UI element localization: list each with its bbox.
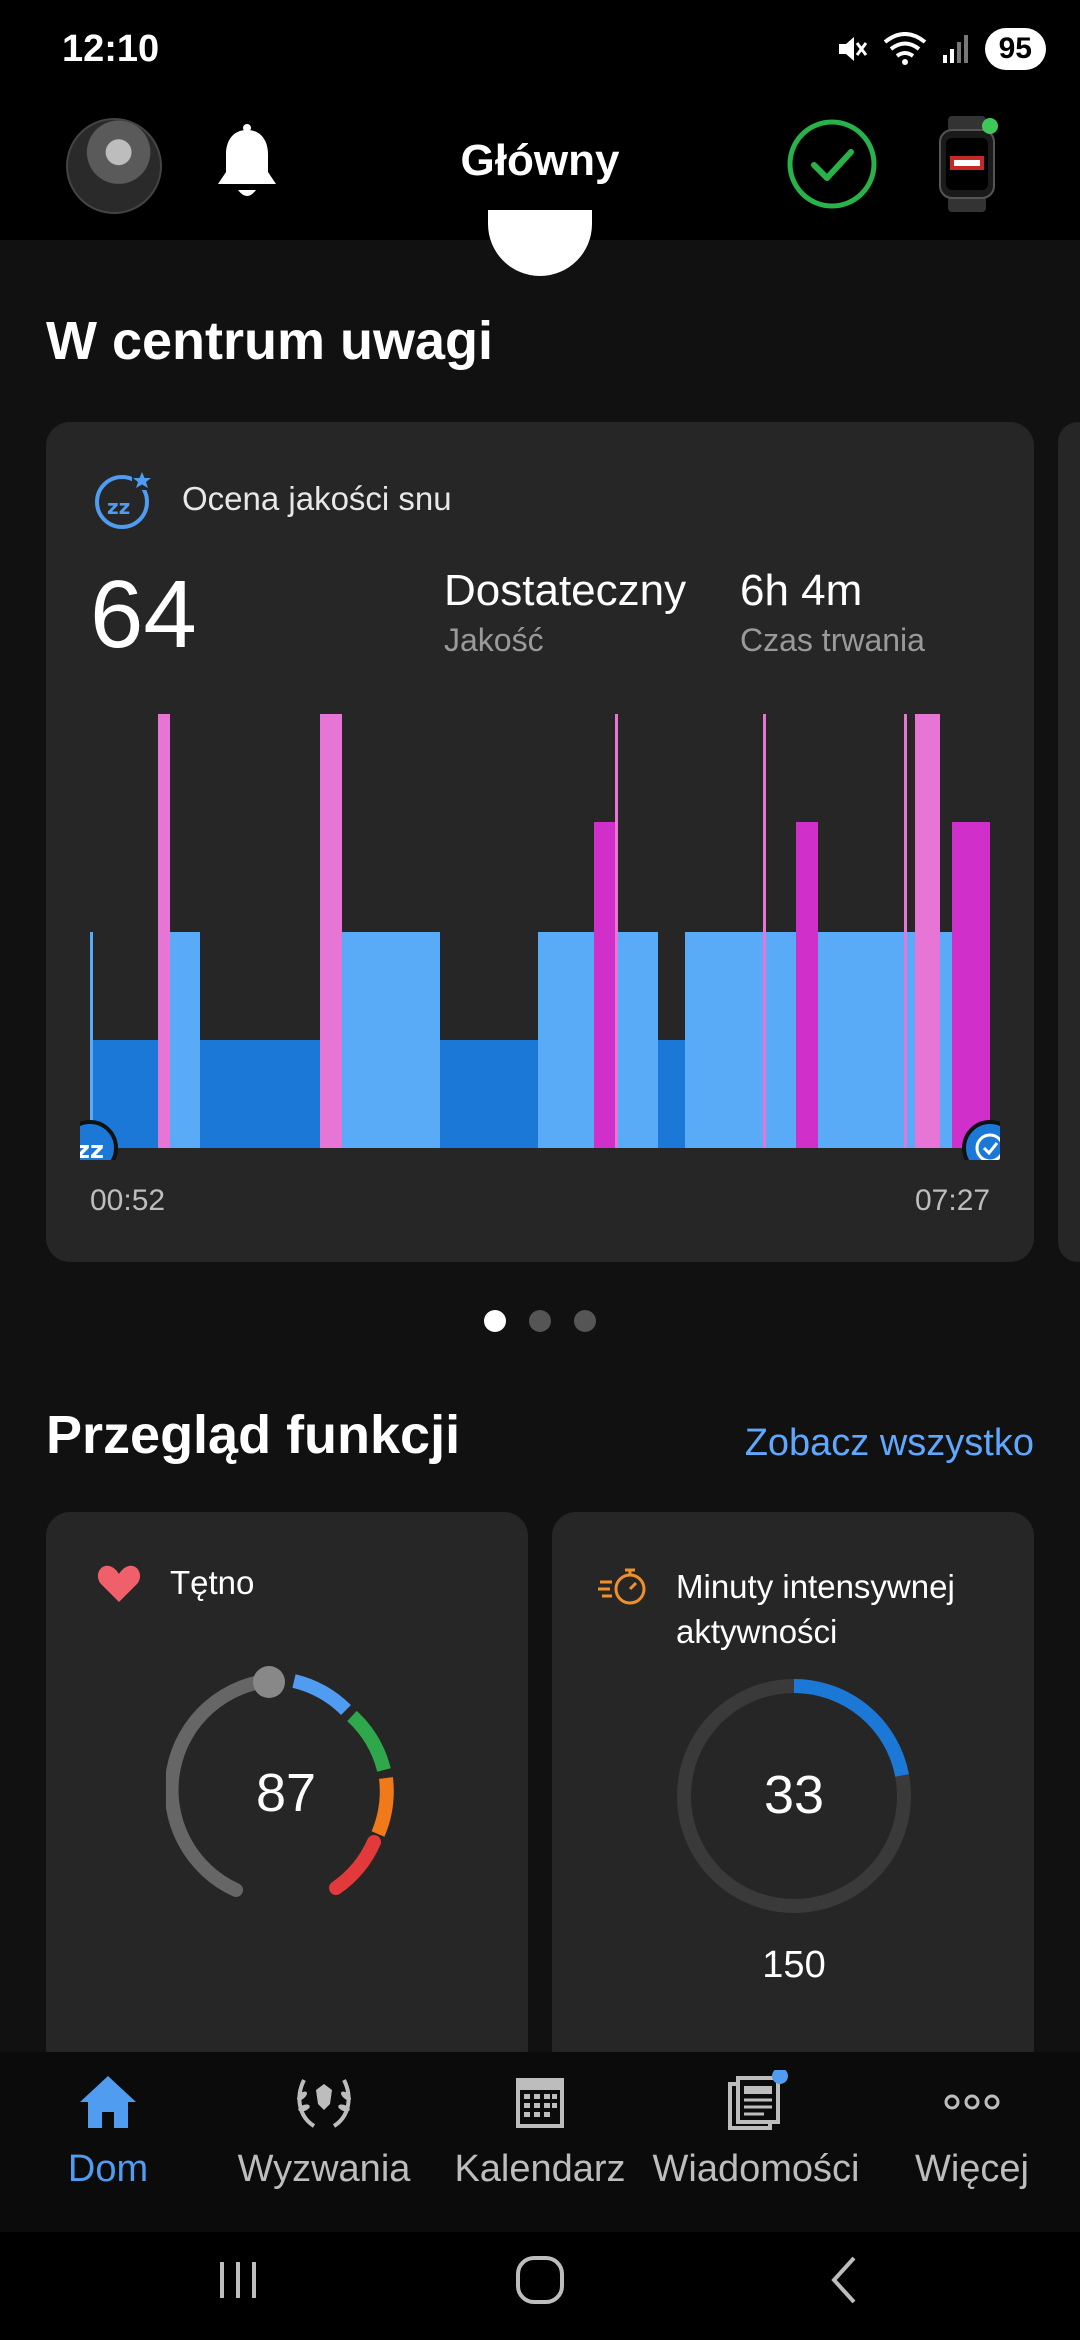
avatar[interactable] <box>66 118 162 214</box>
laurel-icon <box>297 2079 351 2128</box>
heart-rate-gauge <box>166 1666 394 1897</box>
intensity-progress-arc <box>677 1679 911 1913</box>
sleep-score-value: 64 <box>90 561 197 668</box>
nav-label-calendar: Kalendarz <box>454 2148 626 2190</box>
pager-dot-2[interactable] <box>529 1310 551 1332</box>
intensity-minutes-value: 33 <box>763 1765 825 1825</box>
sleep-card-title: Ocena jakości snu <box>182 480 452 517</box>
sleep-duration-value: 6h 4m <box>740 566 863 615</box>
sleep-end-time: 07:27 <box>915 1184 991 1217</box>
light-sleep-segment <box>330 932 440 1148</box>
sleep-quality-value: Dostateczny <box>444 566 687 615</box>
recent-apps-icon[interactable] <box>214 2250 264 2310</box>
awake-segment <box>158 714 170 1148</box>
battery-level: 95 <box>984 28 1046 70</box>
wifi-icon <box>883 32 926 65</box>
heart-rate-card[interactable] <box>46 1512 528 2072</box>
awake-segment <box>763 714 766 1148</box>
light-sleep-segment <box>685 932 955 1148</box>
nav-item-more[interactable]: Więcej <box>864 2070 1080 2191</box>
home-icon <box>80 2076 136 2128</box>
stopwatch-speed-icon <box>598 1568 646 1605</box>
bell-icon[interactable] <box>212 124 282 204</box>
mute-icon <box>838 37 867 61</box>
nav-item-news[interactable]: Wiadomości <box>648 2070 864 2191</box>
intensity-minutes-goal: 150 <box>762 1944 826 1986</box>
intensity-progress-ring <box>677 1679 911 1913</box>
intensity-minutes-title: Minuty intensywnej aktywności <box>676 1568 955 1650</box>
sleep-quality-label: Jakość <box>444 622 544 658</box>
calendar-icon <box>516 2078 564 2128</box>
sleep-stage-chart: zz <box>80 714 1000 1160</box>
see-all-link[interactable]: Zobacz wszystko <box>744 1422 1034 1464</box>
back-button-icon[interactable] <box>820 2250 870 2310</box>
nav-label-news: Wiadomości <box>652 2148 860 2190</box>
nav-item-challenges[interactable]: Wyzwania <box>216 2070 432 2191</box>
awake-segment <box>915 714 940 1148</box>
sleep-duration-label: Czas trwania <box>740 622 925 658</box>
awake-segment <box>904 714 907 1148</box>
news-icon <box>728 2070 788 2130</box>
more-dots-icon <box>944 2094 1000 2110</box>
rem-sleep-segment <box>796 822 818 1148</box>
features-title: Przegląd funkcji <box>46 1405 461 1465</box>
sleep-end-alarm-icon <box>962 1120 1000 1160</box>
awake-segment <box>615 714 618 1148</box>
nav-label-challenges: Wyzwania <box>237 2148 411 2190</box>
home-button-icon[interactable] <box>512 2250 568 2310</box>
svg-text:zz: zz <box>80 1136 104 1160</box>
pager-dot-1[interactable] <box>484 1310 506 1332</box>
sync-check-icon[interactable] <box>786 118 878 210</box>
sleep-start-time: 00:52 <box>90 1184 166 1217</box>
status-bar <box>0 0 1080 100</box>
svg-text:zz: zz <box>107 495 130 519</box>
page-title: Główny <box>460 136 620 185</box>
watch-device-icon[interactable] <box>936 116 998 212</box>
nav-label-home: Dom <box>67 2148 149 2190</box>
pager-dot-3[interactable] <box>574 1310 596 1332</box>
awake-segment <box>320 714 342 1148</box>
nav-item-calendar[interactable]: Kalendarz <box>432 2070 648 2191</box>
light-sleep-segment <box>170 932 200 1148</box>
sleep-zz-icon: zz <box>95 470 152 529</box>
refresh-indicator <box>488 210 592 276</box>
status-icons: 95 <box>835 28 1046 70</box>
signal-icon <box>942 35 968 63</box>
sleep-start-icon: zz <box>80 1120 118 1160</box>
heart-rate-title: Tętno <box>170 1564 255 1601</box>
light-sleep-segment <box>90 932 93 1148</box>
nav-label-more: Więcej <box>914 2148 1030 2190</box>
next-card-peek[interactable] <box>1058 422 1080 1262</box>
heart-icon <box>97 1565 141 1602</box>
status-time: 12:10 <box>62 28 160 70</box>
intensity-minutes-card[interactable] <box>552 1512 1034 2072</box>
heart-rate-value: 87 <box>255 1763 317 1823</box>
nav-item-home[interactable]: Dom <box>0 2070 216 2191</box>
rem-sleep-segment <box>952 822 990 1148</box>
spotlight-title: W centrum uwagi <box>46 311 494 371</box>
rem-sleep-segment <box>594 822 616 1148</box>
system-nav-bar <box>0 2232 1080 2340</box>
